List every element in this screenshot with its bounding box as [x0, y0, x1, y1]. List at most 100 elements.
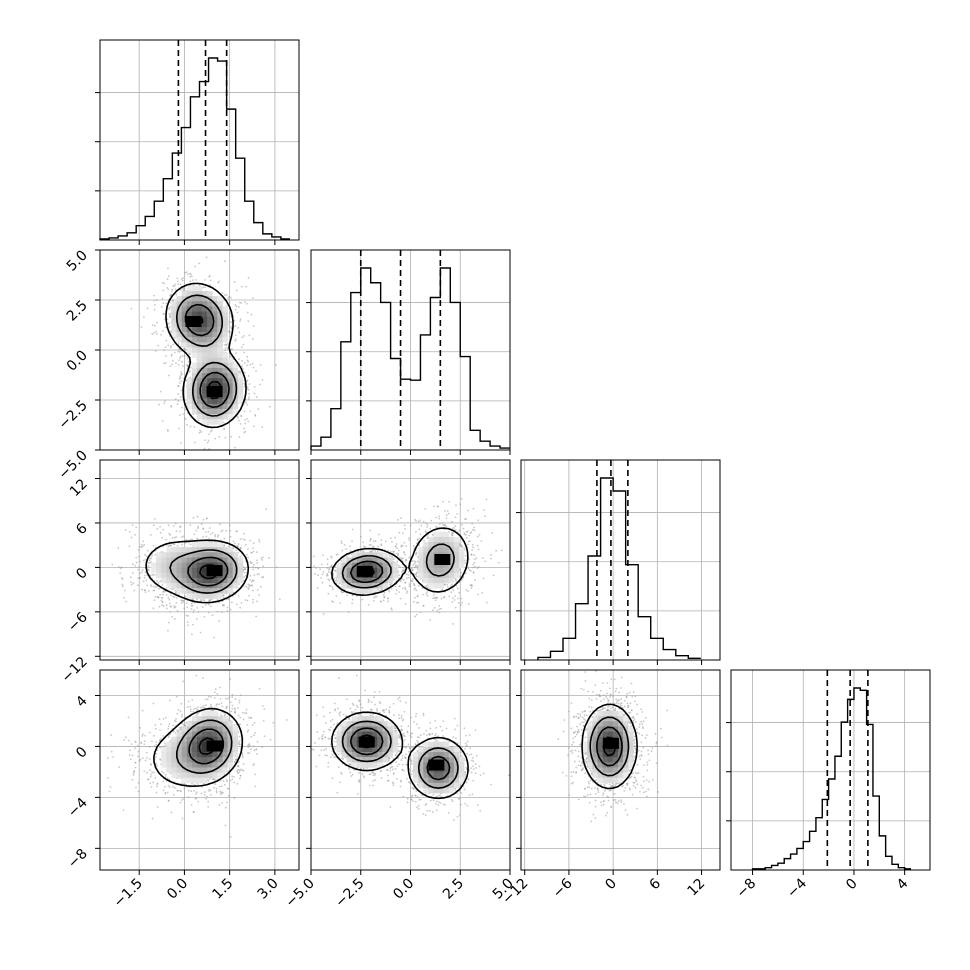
scatter-point	[229, 296, 232, 299]
scatter-point	[156, 321, 158, 324]
density-cell	[207, 352, 213, 358]
scatter-point	[395, 592, 398, 595]
scatter-point	[313, 565, 316, 568]
scatter-point	[261, 426, 264, 428]
scatter-point	[169, 316, 171, 319]
scatter-point	[174, 606, 177, 608]
scatter-point	[448, 500, 451, 503]
density-cell	[227, 373, 233, 379]
scatter-point	[440, 597, 443, 600]
scatter-point	[345, 594, 348, 597]
scatter-point	[405, 573, 408, 576]
scatter-point	[227, 330, 230, 333]
scatter-point	[227, 598, 230, 600]
scatter-point	[313, 555, 315, 558]
density-cell	[443, 547, 450, 553]
scatter-point	[224, 260, 226, 263]
density-cell	[191, 367, 198, 374]
density-cell	[196, 362, 203, 369]
density-cell	[191, 362, 198, 369]
scatter-point	[407, 576, 410, 579]
scatter-point	[321, 581, 324, 584]
density-cell	[227, 362, 233, 369]
histogram-bar	[371, 283, 381, 450]
scatter-point	[404, 603, 407, 605]
scatter-point	[402, 578, 405, 581]
scatter-point	[161, 584, 164, 586]
scatter-point	[403, 541, 406, 544]
density-cell	[212, 362, 218, 369]
scatter-point	[241, 336, 244, 339]
scatter-point	[169, 611, 172, 613]
density-cell	[191, 352, 198, 358]
scatter-point	[382, 594, 385, 596]
scatter-point	[453, 526, 455, 529]
density-cell	[433, 531, 439, 538]
density-cell	[191, 285, 198, 292]
density-cell	[438, 583, 444, 589]
histogram-bar	[784, 859, 790, 870]
scatter-point	[121, 585, 124, 588]
density-cell	[207, 414, 213, 420]
scatter-point	[473, 554, 476, 557]
scatter-point	[402, 545, 404, 547]
scatter-point	[405, 545, 408, 548]
scatter-point	[416, 567, 419, 570]
scatter-point	[415, 575, 418, 578]
density-cell	[392, 562, 399, 568]
scatter-point	[240, 346, 243, 349]
histogram-panel-1	[306, 249, 511, 455]
scatter-point	[190, 608, 193, 610]
scatter-point	[346, 555, 348, 558]
histogram-bar	[829, 779, 835, 870]
scatter-point	[468, 534, 471, 537]
scatter-point	[249, 410, 252, 413]
density-cell	[181, 291, 188, 297]
scatter-point	[171, 537, 174, 539]
density-cell	[217, 542, 223, 548]
density-cell	[423, 577, 429, 584]
density-cell	[453, 536, 460, 543]
density-cell	[227, 383, 233, 389]
density-cell	[433, 547, 439, 553]
scatter-point	[451, 601, 454, 603]
scatter-point	[408, 556, 411, 559]
scatter-point	[162, 312, 165, 315]
scatter-point	[155, 330, 158, 333]
scatter-point	[387, 549, 390, 552]
scatter-point	[423, 539, 425, 542]
scatter-point	[167, 344, 170, 347]
density-cell	[207, 301, 213, 307]
scatter-point	[172, 595, 174, 598]
density-cell	[443, 536, 450, 543]
scatter-point	[437, 505, 440, 508]
density-cell	[222, 337, 228, 343]
scatter-point	[166, 629, 169, 632]
scatter-point	[399, 580, 402, 583]
density-cell	[207, 378, 213, 384]
scatter-point	[432, 609, 434, 612]
scatter-point	[460, 597, 463, 600]
scatter-point	[168, 602, 171, 605]
scatter-point	[329, 585, 332, 587]
density-cell	[196, 352, 203, 358]
density-cell	[217, 414, 223, 420]
density-cell	[336, 577, 342, 584]
scatter-point	[485, 601, 488, 604]
density-cell	[176, 316, 182, 323]
scatter-point	[436, 596, 439, 599]
scatter-point	[369, 539, 371, 542]
scatter-point	[250, 313, 253, 316]
scatter-point	[452, 532, 455, 535]
histogram-bar	[181, 128, 190, 240]
scatter-point	[387, 597, 389, 600]
scatter-point	[181, 543, 183, 546]
scatter-point	[403, 568, 406, 571]
density-cell	[161, 557, 167, 563]
scatter-point	[196, 598, 198, 601]
scatter-point	[157, 344, 160, 347]
scatter-point	[247, 556, 249, 559]
scatter-point	[247, 320, 250, 323]
density-cell	[191, 326, 198, 333]
